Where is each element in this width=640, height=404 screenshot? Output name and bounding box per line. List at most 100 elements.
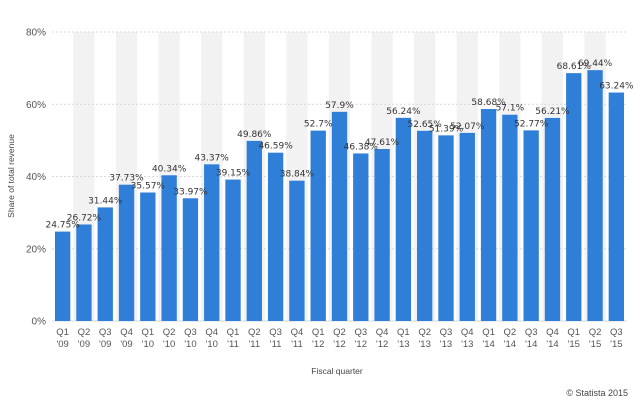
data-label: 43.37% (195, 153, 230, 163)
data-label: 35.57% (131, 182, 166, 192)
data-label: 47.61% (365, 138, 400, 148)
bar (118, 184, 135, 321)
x-tick-label-quarter: Q1 (227, 327, 240, 338)
data-label: 40.34% (152, 164, 187, 174)
x-tick-label-year: '13 (461, 339, 473, 350)
x-tick-label-year: '09 (56, 339, 68, 350)
data-label: 52.7% (304, 120, 333, 130)
x-tick-label-year: '10 (184, 339, 196, 350)
x-tick-label-quarter: Q2 (418, 327, 431, 338)
x-tick-label-year: '15 (610, 339, 622, 350)
x-tick-label-year: '09 (99, 339, 111, 350)
bar (246, 140, 262, 321)
x-tick-label-quarter: Q1 (567, 327, 580, 338)
x-tick-label-quarter: Q2 (589, 327, 602, 338)
bar (97, 207, 113, 321)
bar (204, 164, 220, 321)
bar (480, 109, 497, 322)
x-axis-title: Fiscal quarter (311, 366, 363, 376)
x-tick-label-quarter: Q3 (99, 327, 112, 338)
x-tick-label-year: '11 (248, 339, 260, 350)
x-tick-label-quarter: Q4 (120, 327, 133, 338)
x-tick-label-quarter: Q3 (354, 327, 367, 338)
x-tick-label-year: '12 (333, 339, 345, 350)
bar (438, 135, 454, 321)
x-tick-label-quarter: Q1 (397, 327, 410, 338)
x-tick-label-quarter: Q4 (205, 327, 218, 338)
x-tick-label-quarter: Q2 (333, 327, 346, 338)
bar (310, 130, 326, 321)
x-tick-label-quarter: Q2 (163, 327, 176, 338)
data-label: 26.72% (67, 213, 102, 223)
bar (374, 149, 390, 321)
bar (353, 153, 369, 321)
y-tick-label: 0% (32, 317, 47, 328)
bar (182, 198, 199, 321)
bar (502, 114, 518, 321)
data-label: 56.24% (386, 107, 421, 117)
x-tick-label-quarter: Q2 (78, 327, 91, 338)
x-tick-label-year: '13 (418, 339, 430, 350)
data-label: 37.73% (109, 174, 144, 184)
x-tick-label-quarter: Q3 (610, 327, 623, 338)
bar (140, 192, 156, 321)
y-axis-title: Share of total revenue (6, 134, 16, 218)
data-label: 69.44% (578, 59, 613, 69)
data-label: 63.24% (599, 82, 634, 92)
bar (161, 175, 177, 321)
data-label: 38.84% (280, 170, 315, 180)
x-tick-label-quarter: Q4 (461, 327, 474, 338)
data-labels: 24.75%26.72% 31.44% 37.73%35.57% 40.34% 33.9… (45, 59, 633, 230)
x-tick-label-year: '13 (440, 339, 452, 350)
data-label: 57.9% (325, 101, 354, 111)
bar (544, 117, 561, 321)
bar (459, 132, 475, 321)
data-label: 46.59% (258, 142, 293, 152)
source-credit: © Statista 2015 (566, 388, 628, 398)
y-tick-label: 40% (26, 172, 46, 183)
x-tick-label-year: '10 (163, 339, 175, 350)
x-tick-label-quarter: Q4 (376, 327, 389, 338)
x-tick-label-quarter: Q3 (269, 327, 282, 338)
x-tick-label-quarter: Q1 (141, 327, 154, 338)
bar (587, 70, 603, 321)
bar (523, 130, 539, 321)
x-tick-label-quarter: Q3 (440, 327, 453, 338)
x-tick-label-year: '12 (376, 339, 388, 350)
data-label: 56.21% (535, 107, 570, 117)
x-tick-label-quarter: Q2 (248, 327, 261, 338)
bar (267, 152, 284, 321)
x-tick-label-year: '14 (482, 339, 494, 350)
data-label: 49.86% (237, 130, 272, 140)
x-tick-labels: Q1'09Q2'09Q3'09Q4'09Q1'10Q2'10Q3'10Q4'10… (56, 327, 622, 350)
bar (225, 179, 241, 321)
x-tick-label-year: '11 (270, 339, 282, 350)
y-tick-label: 80% (26, 28, 46, 39)
x-tick-label-quarter: Q4 (291, 327, 304, 338)
bar (331, 111, 348, 322)
data-label: 57.1% (496, 104, 525, 114)
data-label: 39.15% (216, 169, 251, 179)
x-tick-label-year: '15 (568, 339, 580, 350)
x-tick-label-year: '11 (291, 339, 303, 350)
bar (566, 73, 582, 321)
data-label: 51.39% (429, 124, 464, 134)
data-label: 58.68% (471, 98, 506, 108)
x-tick-label-year: '09 (78, 339, 90, 350)
x-tick-label-year: '10 (142, 339, 154, 350)
x-tick-label-year: '12 (312, 339, 324, 350)
x-tick-label-year: '13 (397, 339, 409, 350)
x-tick-label-year: '15 (589, 339, 601, 350)
data-label: 31.44% (88, 196, 123, 206)
bar (76, 224, 92, 321)
x-tick-label-year: '14 (504, 339, 516, 350)
bar (608, 92, 625, 321)
x-tick-label-year: '10 (206, 339, 218, 350)
y-tick-label: 60% (26, 100, 46, 111)
bar (54, 231, 71, 321)
data-label: 33.97% (173, 187, 208, 197)
y-tick-label: 20% (26, 244, 46, 255)
data-label: 46.38% (344, 142, 379, 152)
